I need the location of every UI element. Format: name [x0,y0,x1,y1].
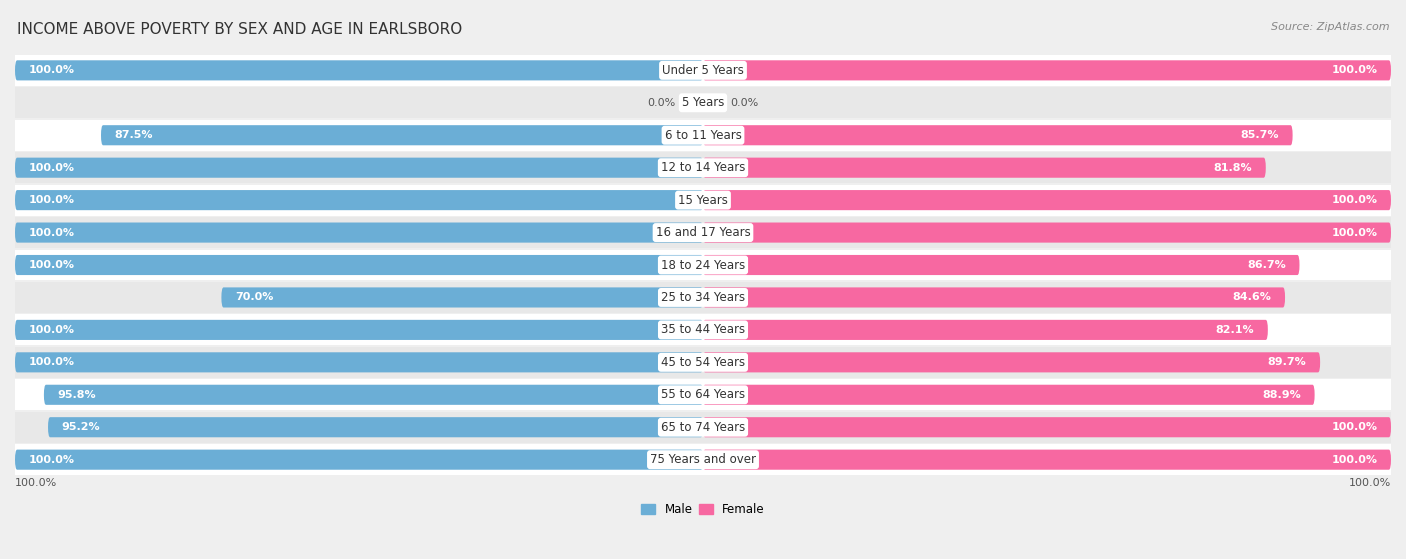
Text: 89.7%: 89.7% [1268,357,1306,367]
Text: 82.1%: 82.1% [1215,325,1254,335]
Bar [15,250,1391,281]
Text: 18 to 24 Years: 18 to 24 Years [661,258,745,272]
Bar [15,55,1391,86]
FancyBboxPatch shape [703,449,1391,470]
Text: 70.0%: 70.0% [235,292,274,302]
Text: 95.8%: 95.8% [58,390,96,400]
FancyBboxPatch shape [703,190,1391,210]
FancyBboxPatch shape [703,385,1315,405]
Text: 12 to 14 Years: 12 to 14 Years [661,161,745,174]
Text: 84.6%: 84.6% [1233,292,1271,302]
FancyBboxPatch shape [703,352,1320,372]
Text: 6 to 11 Years: 6 to 11 Years [665,129,741,142]
FancyBboxPatch shape [703,320,1268,340]
Text: INCOME ABOVE POVERTY BY SEX AND AGE IN EARLSBORO: INCOME ABOVE POVERTY BY SEX AND AGE IN E… [17,22,463,37]
FancyBboxPatch shape [44,385,703,405]
Text: 5 Years: 5 Years [682,96,724,110]
Text: 16 and 17 Years: 16 and 17 Years [655,226,751,239]
Text: 87.5%: 87.5% [115,130,153,140]
Text: 100.0%: 100.0% [1331,422,1378,432]
FancyBboxPatch shape [703,60,1391,80]
Text: 100.0%: 100.0% [15,477,58,487]
Text: 35 to 44 Years: 35 to 44 Years [661,324,745,337]
Text: 86.7%: 86.7% [1247,260,1285,270]
FancyBboxPatch shape [48,417,703,437]
Text: 100.0%: 100.0% [28,357,75,367]
Text: 0.0%: 0.0% [647,98,675,108]
Text: 100.0%: 100.0% [1331,195,1378,205]
Bar [15,184,1391,216]
Bar [15,217,1391,248]
FancyBboxPatch shape [101,125,703,145]
Text: 100.0%: 100.0% [28,260,75,270]
Text: 100.0%: 100.0% [1331,228,1378,238]
Bar [15,87,1391,118]
Text: 100.0%: 100.0% [28,325,75,335]
Bar [15,380,1391,410]
Text: 100.0%: 100.0% [1348,477,1391,487]
Text: 81.8%: 81.8% [1213,163,1251,173]
Text: 15 Years: 15 Years [678,193,728,207]
Bar [15,412,1391,443]
FancyBboxPatch shape [682,97,703,109]
Text: 88.9%: 88.9% [1263,390,1301,400]
Legend: Male, Female: Male, Female [637,498,769,520]
FancyBboxPatch shape [15,60,703,80]
Bar [15,152,1391,183]
FancyBboxPatch shape [703,125,1292,145]
Text: 0.0%: 0.0% [731,98,759,108]
Bar [15,315,1391,345]
FancyBboxPatch shape [15,190,703,210]
Text: 65 to 74 Years: 65 to 74 Years [661,421,745,434]
Text: 100.0%: 100.0% [28,228,75,238]
Bar [15,444,1391,475]
FancyBboxPatch shape [221,287,703,307]
Text: 25 to 34 Years: 25 to 34 Years [661,291,745,304]
Text: Source: ZipAtlas.com: Source: ZipAtlas.com [1271,22,1389,32]
Text: 75 Years and over: 75 Years and over [650,453,756,466]
FancyBboxPatch shape [15,255,703,275]
Bar [15,120,1391,150]
FancyBboxPatch shape [15,352,703,372]
Text: 100.0%: 100.0% [1331,65,1378,75]
Text: 100.0%: 100.0% [1331,454,1378,465]
Text: Under 5 Years: Under 5 Years [662,64,744,77]
Text: 45 to 54 Years: 45 to 54 Years [661,356,745,369]
Text: 100.0%: 100.0% [28,454,75,465]
Text: 100.0%: 100.0% [28,163,75,173]
Text: 100.0%: 100.0% [28,195,75,205]
FancyBboxPatch shape [15,320,703,340]
Bar [15,282,1391,313]
FancyBboxPatch shape [15,449,703,470]
Text: 55 to 64 Years: 55 to 64 Years [661,389,745,401]
Text: 85.7%: 85.7% [1240,130,1279,140]
FancyBboxPatch shape [703,158,1265,178]
FancyBboxPatch shape [703,417,1391,437]
Bar [15,347,1391,378]
FancyBboxPatch shape [15,222,703,243]
FancyBboxPatch shape [15,158,703,178]
Text: 95.2%: 95.2% [62,422,100,432]
Text: 100.0%: 100.0% [28,65,75,75]
FancyBboxPatch shape [703,255,1299,275]
FancyBboxPatch shape [703,287,1285,307]
FancyBboxPatch shape [703,222,1391,243]
FancyBboxPatch shape [703,97,724,109]
